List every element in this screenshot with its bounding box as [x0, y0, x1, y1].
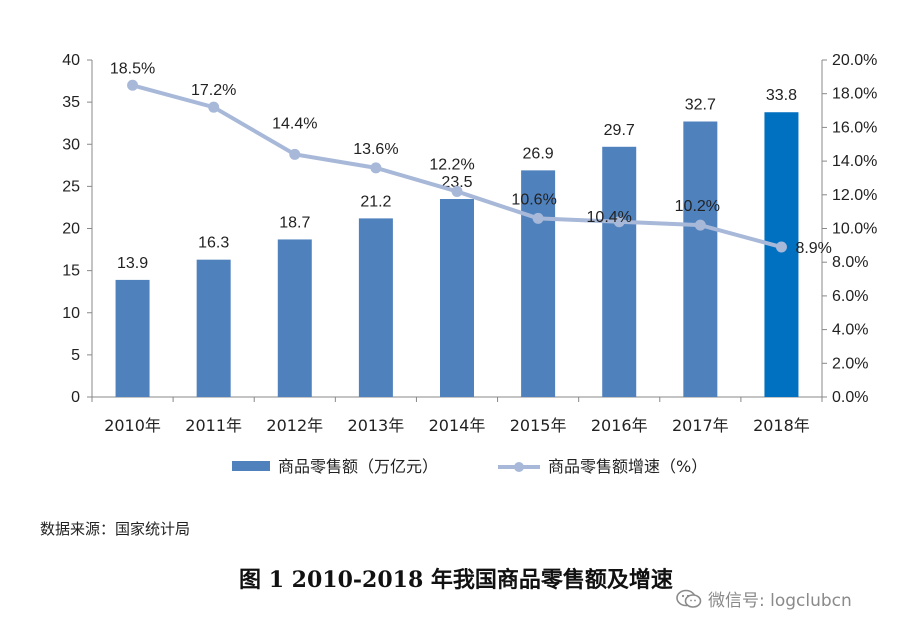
growth-point [532, 212, 544, 224]
growth-point [208, 101, 220, 113]
legend-bar-label: 商品零售额（万亿元） [278, 457, 438, 476]
bar-data-label: 32.7 [685, 97, 716, 114]
chart-title: 图 1 2010-2018 年我国商品零售额及增速 [239, 567, 673, 593]
x-tick-label: 2016年 [591, 416, 648, 435]
growth-point [127, 79, 139, 91]
watermark-text: 微信号: logclubcn [708, 591, 852, 611]
y-right-tick-label: 0.0% [832, 389, 868, 406]
y-left-tick-label: 15 [62, 263, 80, 280]
bar [440, 199, 474, 397]
y-left-tick-label: 25 [62, 178, 80, 195]
growth-data-label: 10.2% [675, 198, 720, 215]
y-right-tick-label: 20.0% [832, 52, 877, 69]
growth-point [613, 216, 625, 228]
y-right-tick-label: 2.0% [832, 355, 868, 372]
wechat-icon [676, 589, 702, 608]
bar [196, 259, 231, 397]
bar [521, 170, 556, 397]
y-left-tick-label: 20 [62, 221, 80, 238]
x-tick-label: 2011年 [185, 416, 242, 435]
x-tick-label: 2013年 [348, 416, 405, 435]
legend-bar-swatch [232, 461, 270, 471]
growth-data-label: 17.2% [191, 82, 236, 99]
bar-data-label: 23.5 [441, 174, 472, 191]
bar-data-label: 33.8 [766, 87, 797, 104]
x-tick-label: 2014年 [429, 416, 486, 435]
bar [602, 146, 637, 397]
y-left-tick-label: 5 [71, 347, 80, 364]
y-left-tick-label: 40 [62, 52, 80, 69]
y-left-tick-label: 10 [62, 305, 80, 322]
source-note: 数据来源：国家统计局 [40, 520, 191, 538]
growth-data-label: 10.6% [511, 191, 556, 208]
bar-data-label: 26.9 [523, 145, 554, 162]
bar-data-label: 21.2 [360, 193, 391, 210]
chart: 0 5 10 15 20 25 30 35 40 0.0% 2.0% 4.0% 6.0% 8.0% 10.0… [62, 52, 877, 476]
watermark: 微信号: logclubcn [676, 586, 852, 611]
x-tick-label: 2017年 [672, 416, 729, 435]
growth-data-label: 10.4% [587, 209, 632, 226]
y-right-tick-label: 6.0% [832, 288, 868, 305]
growth-point [370, 162, 382, 174]
growth-point [451, 185, 463, 197]
bar-data-label: 29.7 [604, 122, 635, 139]
x-tick-label: 2015年 [510, 416, 567, 435]
bar [358, 218, 393, 397]
bar [115, 279, 150, 397]
x-tick-label: 2018年 [753, 416, 810, 435]
growth-data-label: 13.6% [353, 141, 398, 158]
legend-line-label: 商品零售额增速（%） [548, 457, 707, 476]
bar [764, 112, 799, 398]
x-tick-label: 2012年 [266, 416, 323, 435]
y-right-tick-label: 12.0% [832, 187, 877, 204]
growth-data-label: 8.9% [795, 240, 831, 257]
bar [277, 239, 312, 397]
y-right-tick-label: 16.0% [832, 119, 877, 136]
y-right-tick-label: 4.0% [832, 322, 868, 339]
legend-line-marker [514, 462, 524, 472]
y-right-tick-label: 8.0% [832, 254, 868, 271]
y-left-tick-label: 30 [62, 136, 80, 153]
y-right-tick-label: 18.0% [832, 86, 877, 103]
growth-data-label: 18.5% [110, 60, 155, 77]
bar [683, 121, 718, 397]
growth-point [775, 241, 787, 253]
bar-data-label: 13.9 [117, 255, 148, 272]
y-left-tick-label: 0 [71, 389, 80, 406]
y-left-tick-label: 35 [62, 94, 80, 111]
bar-data-label: 16.3 [198, 235, 229, 252]
y-right-tick-label: 10.0% [832, 221, 877, 238]
growth-point [289, 148, 301, 160]
growth-data-label: 14.4% [272, 115, 317, 132]
x-tick-label: 2010年 [104, 416, 161, 435]
growth-point [694, 219, 706, 231]
growth-data-label: 12.2% [429, 156, 474, 173]
bar-data-label: 18.7 [279, 214, 310, 231]
y-right-tick-label: 14.0% [832, 153, 877, 170]
